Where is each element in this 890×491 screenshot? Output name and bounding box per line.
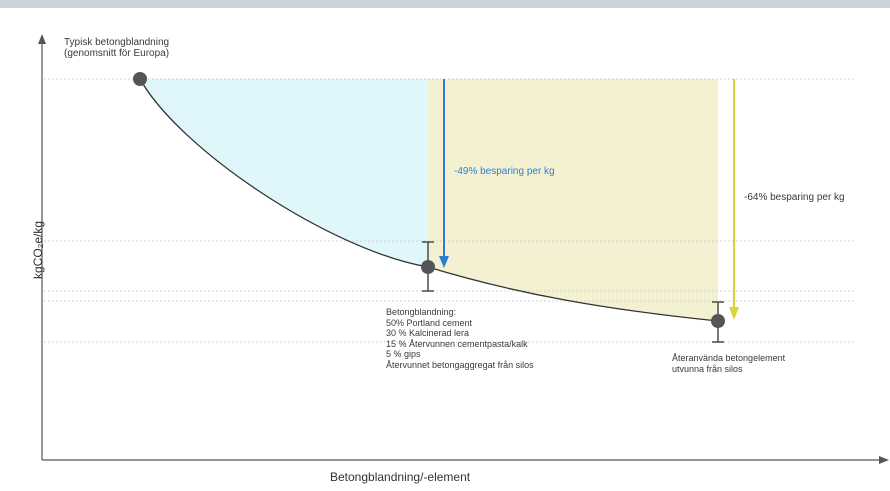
mix-label-line: 30 % Kalcinerad lera	[386, 328, 470, 338]
reused-label-line: Återanvända betongelement	[672, 353, 786, 363]
mix-label-line: 15 % Återvunnen cementpasta/kalk	[386, 338, 528, 349]
cyan-savings-region	[140, 79, 428, 267]
blue-savings-label: -49% besparing per kg	[454, 166, 555, 177]
yellow-savings-region	[428, 79, 718, 321]
top-bar	[0, 0, 890, 8]
mix-label-line: Betongblandning:	[386, 307, 457, 317]
typical-mix-label-line: (genomsnitt för Europa)	[64, 48, 170, 59]
yellow-savings-label: -64% besparing per kg	[744, 192, 845, 203]
reused-marker	[711, 314, 725, 328]
mix-label-line: Återvunnet betongaggregat från silos	[386, 359, 534, 370]
mix-marker	[421, 260, 435, 274]
mix-label-line: 5 % gips	[386, 349, 421, 359]
reused-element-label: Återanvända betongelement utvunna från s…	[672, 353, 785, 374]
typical-mix-label: Typisk betongblandning (genomsnitt för E…	[64, 37, 169, 59]
typical-mix-label-line: Typisk betongblandning	[64, 37, 170, 48]
reused-label-line: utvunna från silos	[672, 363, 743, 374]
arrow-up-icon	[38, 34, 46, 44]
x-axis-label: Betongblandning/-element	[330, 470, 471, 484]
blue-savings-arrow	[439, 79, 449, 268]
gridlines	[44, 78, 855, 343]
yellow-savings-arrow	[729, 79, 739, 320]
mix-composition-label: Betongblandning: 50% Portland cement 30 …	[386, 307, 534, 370]
y-axis-label: kgCO₂e/kg	[31, 221, 45, 280]
arrow-right-icon	[879, 456, 889, 464]
mix-label-line: 50% Portland cement	[386, 317, 473, 328]
typical-mix-marker	[133, 72, 147, 86]
